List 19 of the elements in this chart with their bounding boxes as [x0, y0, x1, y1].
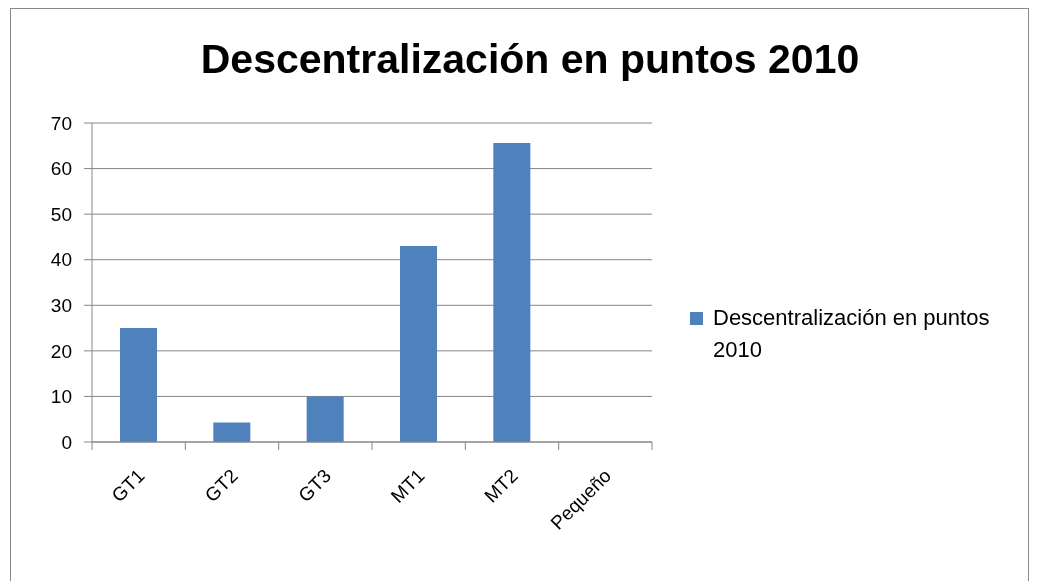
y-tick-label: 60 — [50, 158, 72, 180]
y-tick-label: 20 — [50, 340, 72, 362]
x-tick-label: MT1 — [386, 464, 429, 507]
x-tick-label: GT2 — [200, 464, 242, 506]
bar — [400, 246, 437, 442]
x-tick-label: GT3 — [294, 464, 336, 506]
bar — [213, 422, 251, 442]
y-tick-label: 0 — [61, 431, 72, 453]
chart-title: Descentralización en puntos 2010 — [199, 36, 861, 83]
bar — [306, 396, 344, 442]
y-tick-label: 70 — [50, 112, 72, 134]
y-tick-label: 10 — [50, 386, 72, 408]
y-tick-label: 40 — [50, 249, 72, 271]
bar — [120, 328, 157, 442]
x-tick-label: GT1 — [107, 464, 149, 506]
y-tick-label: 50 — [50, 203, 72, 225]
y-tick-label: 30 — [50, 295, 72, 317]
legend-label: Descentralización en puntos 2010 — [713, 304, 991, 364]
bar — [493, 143, 531, 442]
